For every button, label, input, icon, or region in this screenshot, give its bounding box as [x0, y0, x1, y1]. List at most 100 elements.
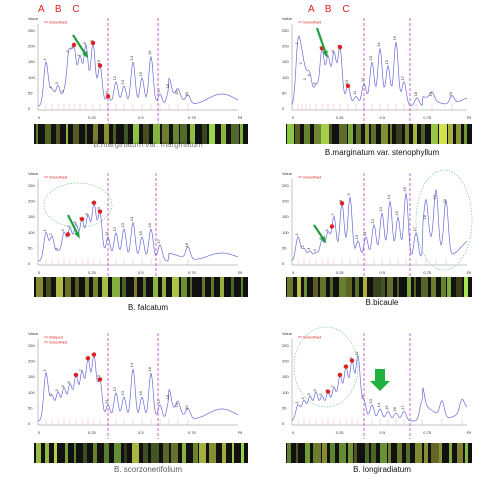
- y-tick-label: 100: [282, 230, 289, 235]
- y-tick-label: 0: [28, 421, 31, 426]
- peak-marker: [91, 352, 97, 357]
- peak-label: 11: [362, 231, 367, 236]
- panel-6: 250200150100500Value00.250.50.75Rf123456…: [282, 325, 500, 485]
- peak-label: 8: [84, 213, 89, 216]
- band: [405, 124, 409, 144]
- peak-label: 11: [352, 90, 357, 95]
- band: [304, 443, 310, 463]
- band: [421, 277, 429, 297]
- peak-label: 15: [384, 59, 389, 64]
- peak-marker: [97, 209, 103, 214]
- peak-label: 16: [392, 406, 397, 411]
- peak-label: 20: [184, 91, 189, 96]
- peak-marker: [91, 200, 97, 205]
- peak-label: 18: [165, 394, 170, 399]
- x-tick-label: 0.25: [336, 115, 345, 120]
- y-tick-label: 50: [282, 90, 287, 95]
- band: [180, 277, 187, 297]
- peak-label: 3: [302, 78, 307, 81]
- band: [189, 124, 196, 144]
- arrow-head-icon: [320, 236, 327, 244]
- peak-label: 5: [65, 50, 70, 53]
- band: [388, 443, 392, 463]
- peak-label: 16: [147, 222, 152, 227]
- y-tick-label: 250: [282, 28, 289, 33]
- peak-label: 9: [346, 193, 351, 196]
- densitogram-6: 250200150100500Value00.250.50.75Rf123456…: [282, 326, 472, 439]
- band: [231, 443, 235, 463]
- density-trace: [291, 34, 468, 107]
- y-tick-label: 150: [282, 374, 289, 379]
- peak-label: 7: [76, 54, 81, 57]
- peak-label: 13: [368, 55, 373, 60]
- y-axis-label: Value: [28, 171, 39, 176]
- legend-label: Smoothed: [303, 335, 321, 340]
- x-tick-label: 0.5: [138, 430, 144, 435]
- peak-label: 10: [96, 59, 101, 64]
- density-trace: [37, 202, 239, 262]
- peak-label: 15: [394, 210, 399, 215]
- band: [363, 277, 368, 297]
- band: [389, 124, 393, 144]
- y-tick-label: 200: [28, 359, 35, 364]
- band: [407, 277, 411, 297]
- x-tick-label: Rf: [467, 430, 472, 435]
- x-tick-label: 0.5: [380, 115, 386, 120]
- x-tick-label: 0.25: [336, 430, 345, 435]
- peak-label: 12: [360, 77, 365, 82]
- band: [240, 443, 245, 463]
- peak-label: 3: [306, 247, 311, 250]
- band: [142, 443, 149, 463]
- band: [304, 277, 307, 297]
- band: [73, 443, 77, 463]
- peak-marker: [97, 63, 103, 68]
- x-tick-label: 0: [292, 270, 295, 275]
- band: [431, 124, 438, 144]
- band: [162, 277, 167, 297]
- arrow-icon: [313, 224, 325, 241]
- peak-marker: [345, 83, 351, 89]
- band: [171, 277, 179, 297]
- band: [152, 124, 160, 144]
- peak-label: 19: [428, 91, 433, 96]
- peak-label: 12: [112, 386, 117, 391]
- band: [371, 124, 376, 144]
- peak-marker: [325, 389, 331, 394]
- legend-label: Smoothed: [303, 20, 321, 25]
- arrow-icon: [72, 34, 87, 56]
- y-tick-label: 0: [28, 261, 31, 266]
- y-axis-label: Value: [282, 16, 293, 21]
- density-trace: [37, 354, 239, 422]
- band: [396, 277, 399, 297]
- x-tick-label: Rf: [467, 115, 472, 120]
- y-tick-label: 250: [28, 183, 35, 188]
- band: [92, 124, 98, 144]
- y-tick-label: 100: [282, 390, 289, 395]
- band: [321, 124, 329, 144]
- legend-label: Smoothed: [49, 340, 67, 345]
- band: [202, 124, 207, 144]
- x-tick-label: Rf: [238, 115, 243, 120]
- peak-label: 11: [104, 399, 109, 404]
- peak-label: 1: [42, 58, 47, 61]
- band: [114, 443, 121, 463]
- band: [73, 124, 79, 144]
- y-tick-label: 200: [28, 44, 35, 49]
- peak-label: 10: [96, 374, 101, 379]
- band: [231, 124, 240, 144]
- band: [319, 277, 327, 297]
- band: [387, 277, 394, 297]
- band: [421, 124, 426, 144]
- peak-label: 13: [378, 206, 383, 211]
- x-tick-label: 0.25: [336, 270, 345, 275]
- peak-label: 15: [138, 390, 143, 395]
- y-tick-label: 250: [28, 28, 35, 33]
- x-tick-label: Rf: [238, 430, 243, 435]
- band: [338, 124, 347, 144]
- y-tick-label: 200: [282, 44, 289, 49]
- band: [202, 277, 205, 297]
- peak-label: 5: [312, 82, 317, 85]
- band: [414, 443, 422, 463]
- y-tick-label: 150: [28, 374, 35, 379]
- legend-label: Smoothed: [49, 175, 67, 180]
